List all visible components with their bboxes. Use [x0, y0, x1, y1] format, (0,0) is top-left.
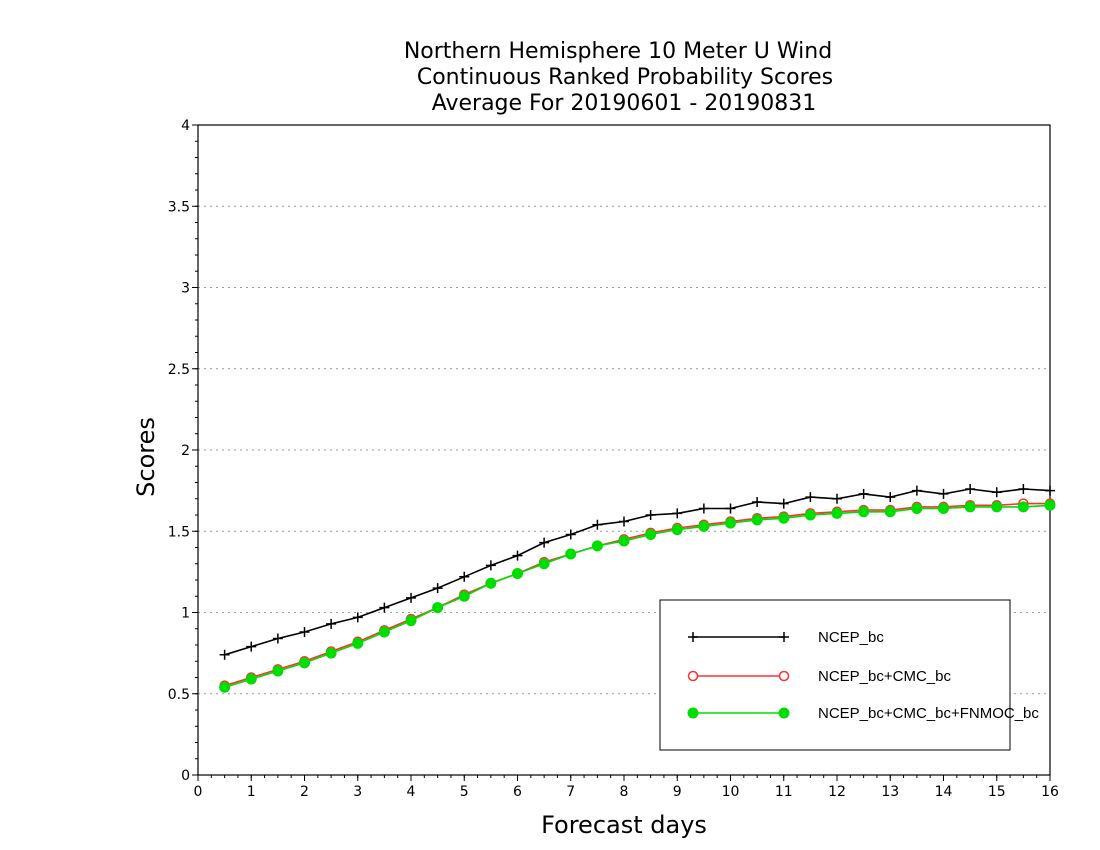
x-tick-label: 8: [620, 784, 629, 800]
data-point: [698, 520, 710, 532]
data-point: [884, 506, 896, 518]
data-point: [911, 503, 923, 514]
x-tick-label: 6: [513, 784, 522, 800]
series-line: [224, 488, 1051, 656]
data-point: [458, 590, 470, 602]
series-1: [219, 484, 1055, 660]
data-point: [831, 507, 843, 519]
series-layer: [219, 484, 1056, 693]
legend-marker: [687, 670, 699, 682]
x-tick-label: 3: [353, 784, 362, 800]
data-point: [405, 615, 417, 627]
data-point: [538, 558, 550, 570]
x-tick-label: 14: [935, 784, 953, 800]
y-axis-label: Scores: [132, 417, 160, 497]
x-tick-label: 15: [988, 784, 1006, 800]
legend-label: NCEP_bc+CMC_bc: [818, 668, 951, 685]
legend-marker: [778, 707, 790, 719]
x-tick-label: 2: [300, 784, 309, 800]
chart-title-line-3: Average For 20190601 - 20190831: [432, 91, 817, 116]
data-point: [1044, 499, 1056, 511]
legend-box: [659, 599, 1011, 751]
x-tick-label: 16: [1041, 784, 1059, 800]
data-point: [1017, 501, 1029, 513]
x-tick-label: 12: [828, 784, 846, 800]
y-tick-label: 1: [181, 606, 190, 622]
data-point: [432, 602, 444, 614]
axes: 00.511.522.533.540 1 2 3 4 5 6 7 8 9 10 11 12 13 14 15 1…: [168, 118, 1059, 800]
data-point: [245, 673, 257, 685]
legend-label: NCEP_bc+CMC_bc+FNMOC_bc: [818, 705, 1039, 722]
legend-marker: [687, 707, 699, 719]
x-tick-label: 13: [881, 784, 899, 800]
x-axis-label: Forecast days: [541, 811, 707, 839]
data-point: [485, 577, 497, 589]
y-tick-label: 0: [181, 768, 190, 784]
data-point: [858, 506, 870, 518]
x-tick-label: 1: [247, 784, 256, 800]
y-tick-label: 3.5: [168, 199, 190, 215]
data-point: [645, 529, 657, 540]
y-tick-label: 3: [181, 281, 190, 297]
legend: NCEP_bc NCEP_bc+CMC_bc NCEP_bc+CMC_bc+FNMO…: [659, 599, 1039, 751]
data-point: [299, 657, 310, 669]
data-point: [964, 501, 976, 513]
data-point: [325, 647, 337, 659]
data-point: [272, 665, 284, 677]
data-point: [938, 503, 949, 514]
data-point: [725, 517, 736, 529]
x-tick-label: 10: [722, 784, 740, 800]
data-point: [352, 637, 364, 649]
data-point: [591, 540, 603, 552]
y-tick-label: 2.5: [168, 362, 190, 378]
x-tick-label: 7: [566, 784, 575, 800]
legend-marker: [778, 670, 790, 682]
legend-label: NCEP_bc: [818, 629, 884, 646]
y-tick-label: 1.5: [168, 524, 190, 540]
chart-title-line-1: Northern Hemisphere 10 Meter U Wind: [404, 39, 832, 64]
data-point: [618, 535, 630, 547]
x-tick-label: 11: [775, 784, 793, 800]
y-tick-label: 2: [181, 443, 190, 459]
data-point: [778, 512, 790, 524]
series-3: [219, 499, 1056, 693]
data-point: [804, 509, 816, 521]
y-tick-label: 0.5: [168, 687, 190, 703]
data-point: [751, 514, 763, 526]
data-point: [512, 568, 523, 579]
data-point: [671, 524, 683, 536]
x-tick-label: 0: [194, 784, 203, 800]
x-tick-label: 4: [407, 784, 416, 800]
chart-title-line-2: Continuous Ranked Probability Scores: [417, 65, 833, 90]
x-tick-label: 9: [673, 784, 682, 800]
data-point: [219, 681, 231, 693]
y-tick-label: 4: [181, 118, 190, 134]
x-tick-label: 5: [460, 784, 469, 800]
data-point: [378, 626, 390, 638]
data-point: [565, 548, 577, 560]
data-point: [991, 501, 1003, 513]
